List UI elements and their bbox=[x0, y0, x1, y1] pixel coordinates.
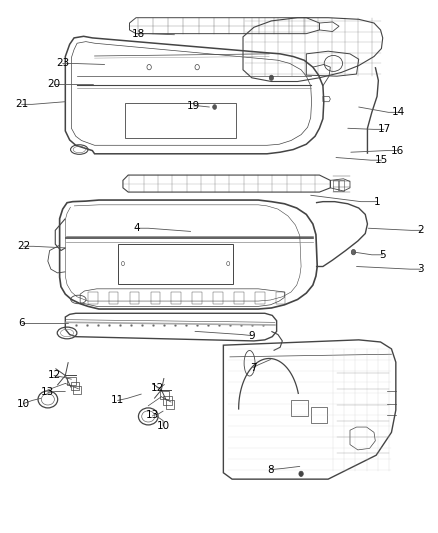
Text: 21: 21 bbox=[15, 99, 28, 109]
Text: 11: 11 bbox=[111, 395, 124, 406]
Text: 10: 10 bbox=[156, 421, 170, 431]
Ellipse shape bbox=[299, 471, 303, 477]
Text: 9: 9 bbox=[248, 330, 255, 341]
Text: 15: 15 bbox=[375, 155, 388, 165]
Text: 20: 20 bbox=[47, 79, 60, 89]
Text: 6: 6 bbox=[18, 318, 25, 328]
Text: 18: 18 bbox=[131, 29, 145, 39]
Text: 22: 22 bbox=[17, 241, 30, 251]
Text: 12: 12 bbox=[47, 370, 60, 381]
Text: 19: 19 bbox=[187, 101, 200, 111]
Text: 16: 16 bbox=[391, 146, 404, 156]
Text: 2: 2 bbox=[417, 225, 424, 236]
Text: 12: 12 bbox=[150, 383, 164, 393]
Text: 3: 3 bbox=[417, 264, 424, 274]
Text: 17: 17 bbox=[378, 124, 391, 134]
Text: 10: 10 bbox=[17, 399, 30, 409]
Text: 23: 23 bbox=[56, 59, 69, 68]
Ellipse shape bbox=[351, 249, 356, 255]
Text: 4: 4 bbox=[134, 223, 140, 233]
Text: 1: 1 bbox=[374, 197, 380, 207]
Text: 7: 7 bbox=[250, 362, 256, 373]
Text: 14: 14 bbox=[392, 107, 406, 117]
Text: 8: 8 bbox=[267, 465, 274, 474]
Text: 13: 13 bbox=[41, 387, 54, 398]
Ellipse shape bbox=[269, 75, 274, 80]
Ellipse shape bbox=[213, 104, 217, 109]
Text: 5: 5 bbox=[379, 250, 386, 260]
Text: 13: 13 bbox=[146, 410, 159, 421]
